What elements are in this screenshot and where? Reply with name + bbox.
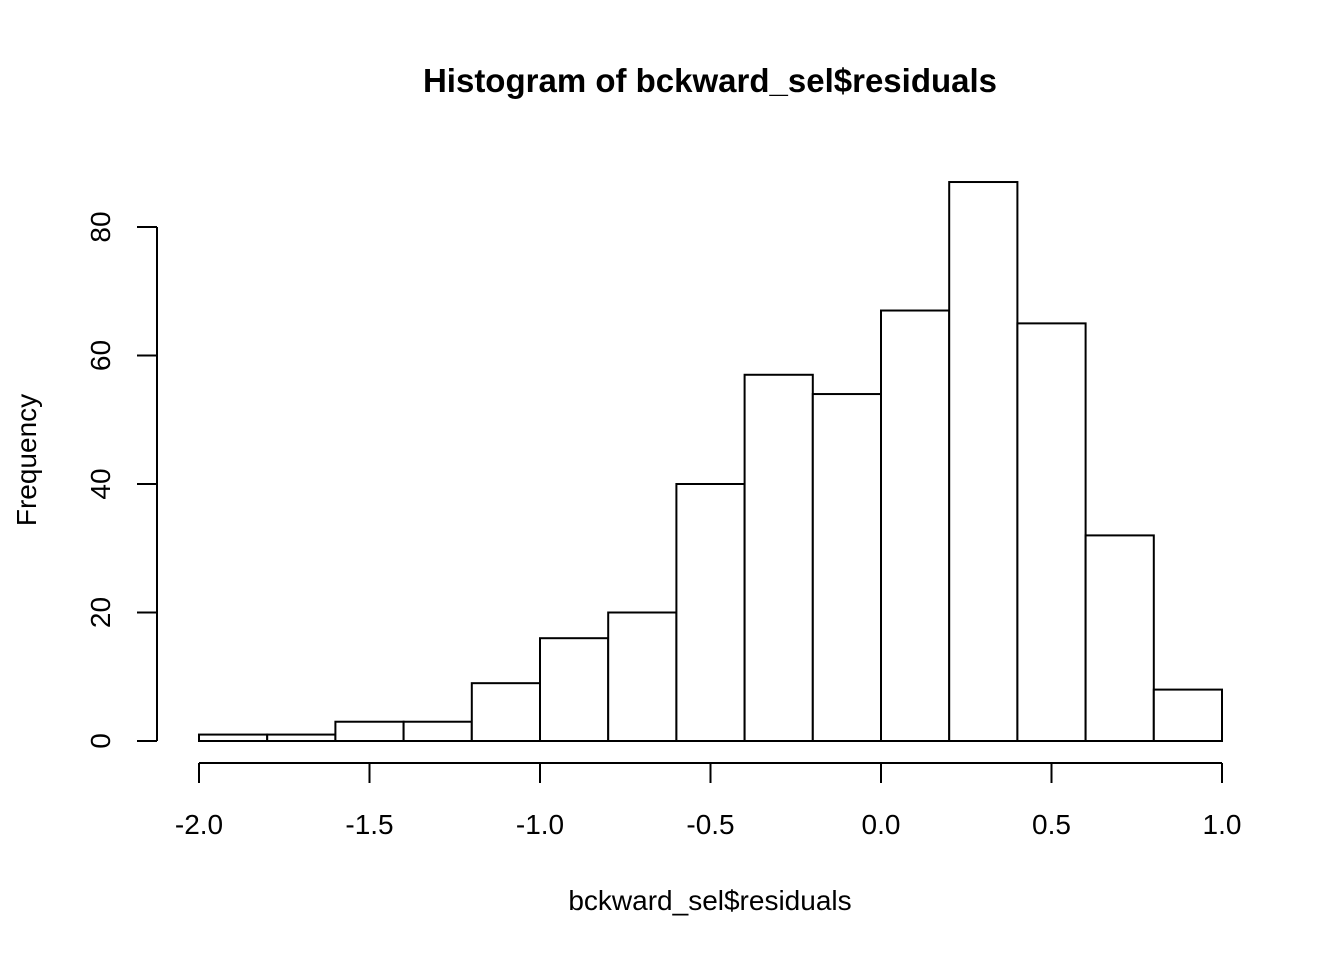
histogram-bar-1	[266, 733, 337, 743]
histogram-bar-5	[539, 637, 610, 743]
histogram-bar-13	[1084, 534, 1155, 743]
histogram-bar-12	[1016, 322, 1087, 742]
histogram-bar-14	[1152, 688, 1224, 742]
histogram-bars	[198, 181, 1224, 743]
x-axis: -2.0 -1.5 -1.0 -0.5 0.0 0.5 1.0	[175, 762, 1242, 840]
x-tick-label: -0.5	[686, 809, 734, 840]
histogram-bar-10	[880, 309, 951, 742]
x-tick-label: -2.0	[175, 809, 223, 840]
x-tick-label: -1.5	[345, 809, 393, 840]
histogram-bar-8	[743, 373, 814, 742]
histogram-bar-6	[607, 611, 678, 742]
y-axis: 0 20 40 60 80	[85, 211, 158, 749]
y-tick-label: 0	[85, 733, 116, 749]
histogram-bar-0	[198, 733, 269, 743]
x-tick-label: -1.0	[516, 809, 564, 840]
y-tick-label: 60	[85, 340, 116, 371]
x-tick-label: 0.5	[1032, 809, 1071, 840]
y-tick-label: 80	[85, 211, 116, 242]
histogram-bar-7	[675, 483, 746, 742]
histogram-bar-9	[811, 393, 882, 742]
x-tick-label: 0.0	[862, 809, 901, 840]
histogram-bar-3	[402, 720, 473, 742]
y-tick-label: 40	[85, 468, 116, 499]
x-axis-label: bckward_sel$residuals	[568, 885, 851, 916]
histogram-bar-11	[948, 181, 1019, 742]
histogram-bar-2	[334, 720, 405, 742]
histogram-bar-4	[470, 682, 541, 742]
y-axis-label: Frequency	[11, 394, 42, 526]
y-tick-label: 20	[85, 597, 116, 628]
x-tick-label: 1.0	[1203, 809, 1242, 840]
chart-title: Histogram of bckward_sel$residuals	[423, 62, 997, 99]
